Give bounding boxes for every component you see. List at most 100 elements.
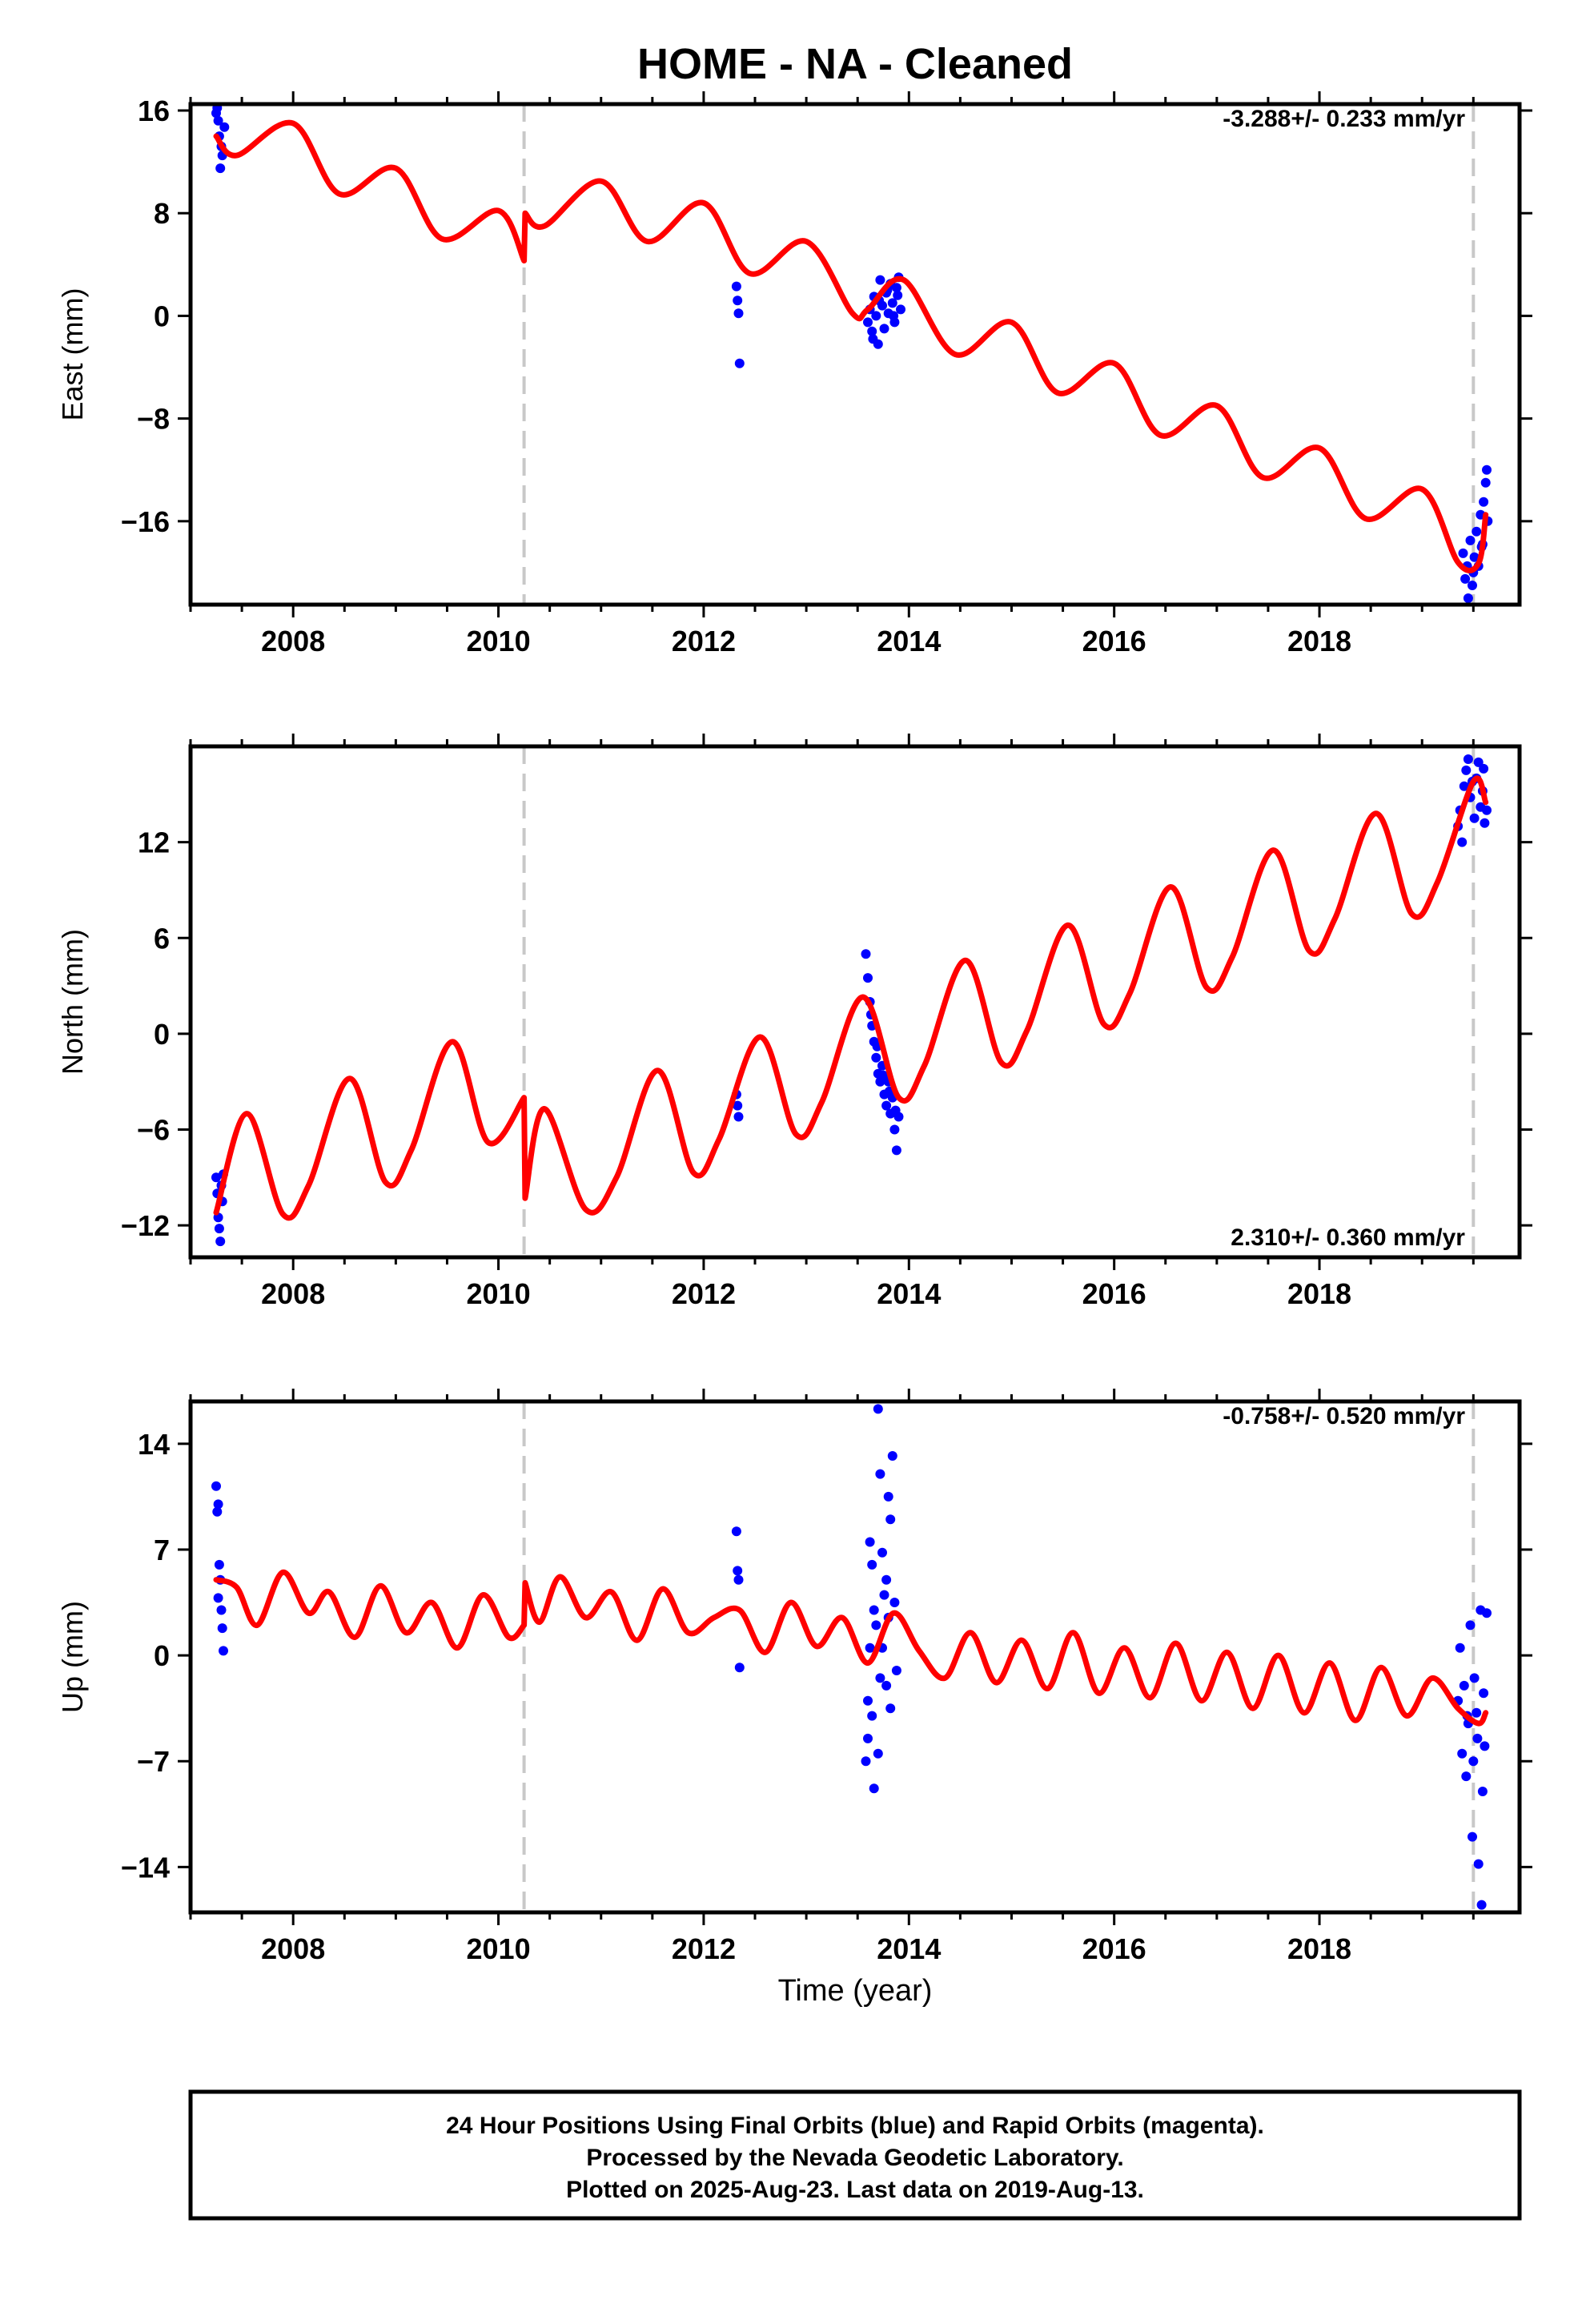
- up-data-point: [1482, 1608, 1492, 1618]
- up-data-point: [211, 1481, 221, 1491]
- up-data-point: [216, 1605, 227, 1615]
- east-model-line: [213, 119, 1489, 573]
- up-data-point: [213, 1499, 223, 1510]
- east-data-point: [896, 304, 905, 315]
- up-data-point: [1469, 1673, 1480, 1683]
- up-x-tick-label: 2012: [672, 1932, 736, 1965]
- east-data-point: [893, 290, 903, 300]
- up-data-point: [875, 1673, 885, 1683]
- up-data-point: [861, 1756, 871, 1767]
- up-data-point: [1480, 1741, 1490, 1751]
- up-data-point: [863, 1733, 873, 1743]
- up-data-point: [214, 1559, 224, 1570]
- east-data-point: [879, 324, 889, 334]
- north-data-point: [881, 1100, 892, 1111]
- east-data-point: [871, 311, 881, 321]
- east-x-tick-label: 2012: [672, 625, 736, 657]
- up-panel: 2008 2010 2012 2014 2016 2018 14 7 0 −7 −14 Up (mm)…: [56, 1389, 1532, 1965]
- up-data-point: [212, 1506, 223, 1517]
- up-data-point: [867, 1559, 877, 1570]
- up-data-point: [1465, 1620, 1476, 1630]
- east-data-point: [887, 298, 897, 308]
- up-data-point: [1459, 1680, 1469, 1691]
- east-data-point: [1468, 581, 1477, 590]
- east-x-tick-label: 2014: [877, 625, 941, 657]
- north-y-tick-label: 12: [138, 826, 170, 859]
- up-data-point: [875, 1469, 885, 1479]
- up-data-point: [217, 1623, 227, 1634]
- up-data-point: [881, 1680, 892, 1691]
- north-panel: 2008 2010 2012 2014 2016 2018 12 6 0 −6 −12 North (…: [56, 734, 1532, 1310]
- up-data-point: [873, 1404, 883, 1414]
- east-rate-label: -3.288+/- 0.233 mm/yr: [1223, 106, 1465, 132]
- north-data-point: [878, 1070, 889, 1080]
- north-y-tick-label: 6: [154, 922, 170, 955]
- north-y-tick-label: 0: [154, 1018, 170, 1051]
- up-data-point: [873, 1748, 883, 1759]
- east-panel: 2008 2010 2012 2014 2016 2018 16 8 0 −8 −16 East (m…: [56, 91, 1532, 657]
- x-axis-label: Time (year): [778, 1974, 933, 2008]
- north-data-point: [214, 1224, 224, 1234]
- east-frame: [188, 102, 1522, 607]
- east-data-point: [733, 296, 743, 306]
- up-data-point: [883, 1491, 893, 1502]
- up-rate-label: -0.758+/- 0.520 mm/yr: [1223, 1403, 1465, 1429]
- east-x-tick-label: 2016: [1082, 625, 1146, 657]
- up-data-point: [734, 1663, 745, 1673]
- east-data-point: [863, 317, 873, 328]
- north-x-tick-label: 2012: [672, 1277, 736, 1310]
- north-data-point: [211, 1172, 221, 1183]
- up-data-point: [731, 1526, 741, 1537]
- north-x-tick-label: 2010: [467, 1277, 531, 1310]
- east-y-axis-label: East (mm): [56, 288, 89, 421]
- north-data-point: [1469, 813, 1480, 823]
- north-data-point: [1473, 757, 1484, 767]
- up-data-point: [1472, 1707, 1482, 1718]
- up-data-point: [871, 1620, 881, 1630]
- up-data-point: [1468, 1831, 1477, 1842]
- north-data-point: [863, 973, 873, 983]
- north-data-point: [733, 1112, 744, 1122]
- up-data-point: [213, 1593, 223, 1603]
- up-data-point: [1468, 1756, 1479, 1767]
- up-x-tick-label: 2010: [467, 1932, 531, 1965]
- east-data-point: [1472, 526, 1482, 537]
- east-data-point: [889, 311, 899, 321]
- east-data-point: [1482, 464, 1492, 475]
- up-data-point: [1479, 1688, 1489, 1699]
- east-y-tick-label: 8: [154, 197, 170, 230]
- up-data-point: [1472, 1733, 1483, 1743]
- east-y-tick-label: −16: [121, 505, 170, 538]
- north-data-point: [1463, 754, 1473, 764]
- figure-title: HOME - NA - Cleaned: [637, 40, 1073, 88]
- east-data-point: [213, 115, 223, 126]
- east-data-point: [731, 281, 741, 292]
- up-y-tick-label: −14: [121, 1851, 170, 1884]
- east-data-point: [1460, 573, 1471, 584]
- north-data-point: [1482, 805, 1492, 815]
- up-data-point: [881, 1574, 892, 1585]
- up-data-point: [1473, 1859, 1484, 1869]
- east-data-point: [215, 163, 226, 174]
- up-y-tick-label: 0: [154, 1639, 170, 1672]
- north-data-point: [1457, 837, 1468, 847]
- east-data-point: [1465, 535, 1476, 545]
- east-data-point: [891, 283, 901, 293]
- east-data-point: [734, 358, 745, 368]
- north-data-point: [1479, 763, 1489, 774]
- east-data-point: [733, 308, 744, 319]
- north-x-tick-label: 2016: [1082, 1277, 1146, 1310]
- up-x-tick-label: 2016: [1082, 1932, 1146, 1965]
- north-model-line: [213, 775, 1489, 1221]
- up-y-tick-label: −7: [137, 1745, 170, 1778]
- footer-line-3: Plotted on 2025-Aug-23. Last data on 201…: [566, 2177, 1144, 2203]
- east-data-point: [875, 275, 885, 285]
- up-data-point: [1477, 1787, 1488, 1796]
- up-data-point: [869, 1783, 879, 1794]
- up-data-point: [865, 1537, 875, 1547]
- up-data-point: [219, 1646, 228, 1656]
- up-data-point: [885, 1703, 896, 1714]
- up-data-point: [869, 1605, 879, 1615]
- north-rate-label: 2.310+/- 0.360 mm/yr: [1231, 1224, 1465, 1251]
